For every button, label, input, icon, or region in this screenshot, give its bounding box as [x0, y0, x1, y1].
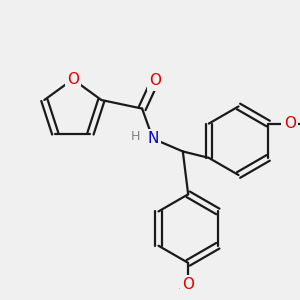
Text: O: O — [182, 277, 194, 292]
Text: O: O — [67, 72, 79, 87]
Text: O: O — [149, 73, 161, 88]
Text: H: H — [131, 130, 140, 143]
Text: N: N — [147, 131, 158, 146]
Text: O: O — [284, 116, 296, 131]
